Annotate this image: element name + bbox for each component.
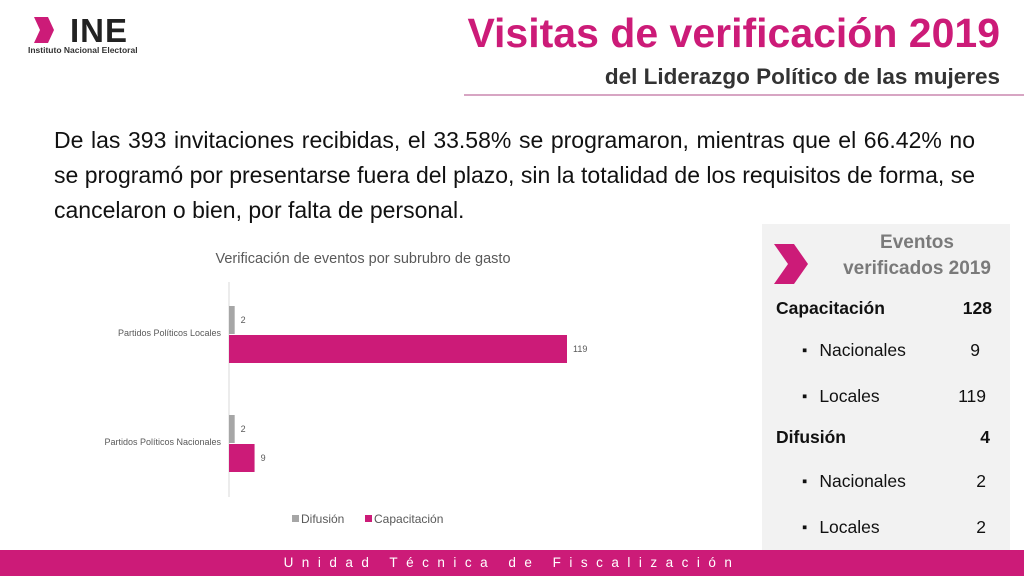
chart-category-label: Partidos Políticos Nacionales xyxy=(104,437,221,447)
ine-logo: INE Instituto Nacional Electoral xyxy=(26,12,152,56)
panel-row-value: 119 xyxy=(958,385,986,406)
panel-row-label: Capacitación xyxy=(776,297,885,318)
chart-title: Verificación de eventos por subrubro de … xyxy=(215,251,510,267)
chart-legend-swatch xyxy=(292,515,299,522)
panel-row-label: Difusión xyxy=(776,426,846,447)
panel-row-label: Locales xyxy=(802,517,879,538)
chart-bar xyxy=(229,444,255,472)
panel-row-label: Nacionales xyxy=(802,471,906,492)
panel-title: Eventos verificados 2019 xyxy=(822,230,1012,282)
chart-data-label: 2 xyxy=(241,315,246,325)
chevron-arrow-icon xyxy=(774,244,808,284)
chart-legend-label: Difusión xyxy=(301,512,344,526)
chart-bar xyxy=(229,335,567,363)
panel-row-capacitacion-nacionales: Nacionales 9 xyxy=(802,338,992,362)
panel-row-label: Locales xyxy=(802,386,879,407)
panel-row-label: Nacionales xyxy=(802,340,906,361)
panel-row-value: 9 xyxy=(970,339,980,360)
panel-row-value: 2 xyxy=(976,516,986,537)
panel-row-value: 2 xyxy=(976,470,986,491)
chart-bar xyxy=(229,306,235,334)
chart-legend-label: Capacitación xyxy=(374,512,443,526)
chart-canvas: Verificación de eventos por subrubro de … xyxy=(104,251,587,526)
panel-row-difusion-nacionales: Nacionales 2 xyxy=(802,469,992,493)
chart-data-label: 2 xyxy=(241,424,246,434)
page-subtitle: del Liderazgo Político de las mujeres xyxy=(604,64,1000,89)
ine-emblem-icon xyxy=(34,17,54,43)
panel-title-line1: Eventos xyxy=(880,232,954,253)
chart-category-label: Partidos Políticos Locales xyxy=(118,328,222,338)
panel-title-line2: verificados 2019 xyxy=(843,258,991,279)
chart-data-label: 9 xyxy=(261,453,266,463)
chart-legend-swatch xyxy=(365,515,372,522)
logo-text: INE xyxy=(70,12,129,49)
panel-row-value: 128 xyxy=(962,297,992,318)
intro-paragraph: De las 393 invitaciones recibidas, el 33… xyxy=(54,127,975,223)
title-divider xyxy=(464,94,1024,96)
logo-subtitle: Instituto Nacional Electoral xyxy=(28,45,138,55)
panel-row-difusion-locales: Locales 2 xyxy=(802,515,992,539)
panel-row-capacitacion: Capacitación 128 xyxy=(776,296,992,320)
panel-row-difusion: Difusión 4 xyxy=(776,425,992,449)
panel-row-capacitacion-locales: Locales 119 xyxy=(802,384,992,408)
footer-bar: Unidad Técnica de Fiscalización xyxy=(0,550,1024,576)
panel-row-value: 4 xyxy=(980,426,990,447)
chart-data-label: 119 xyxy=(573,344,587,354)
events-panel: Eventos verificados 2019 Capacitación 12… xyxy=(762,224,1010,550)
page-title: Visitas de verificación 2019 xyxy=(467,10,1000,56)
bar-chart: Verificación de eventos por subrubro de … xyxy=(78,238,638,538)
chart-bar xyxy=(229,415,235,443)
